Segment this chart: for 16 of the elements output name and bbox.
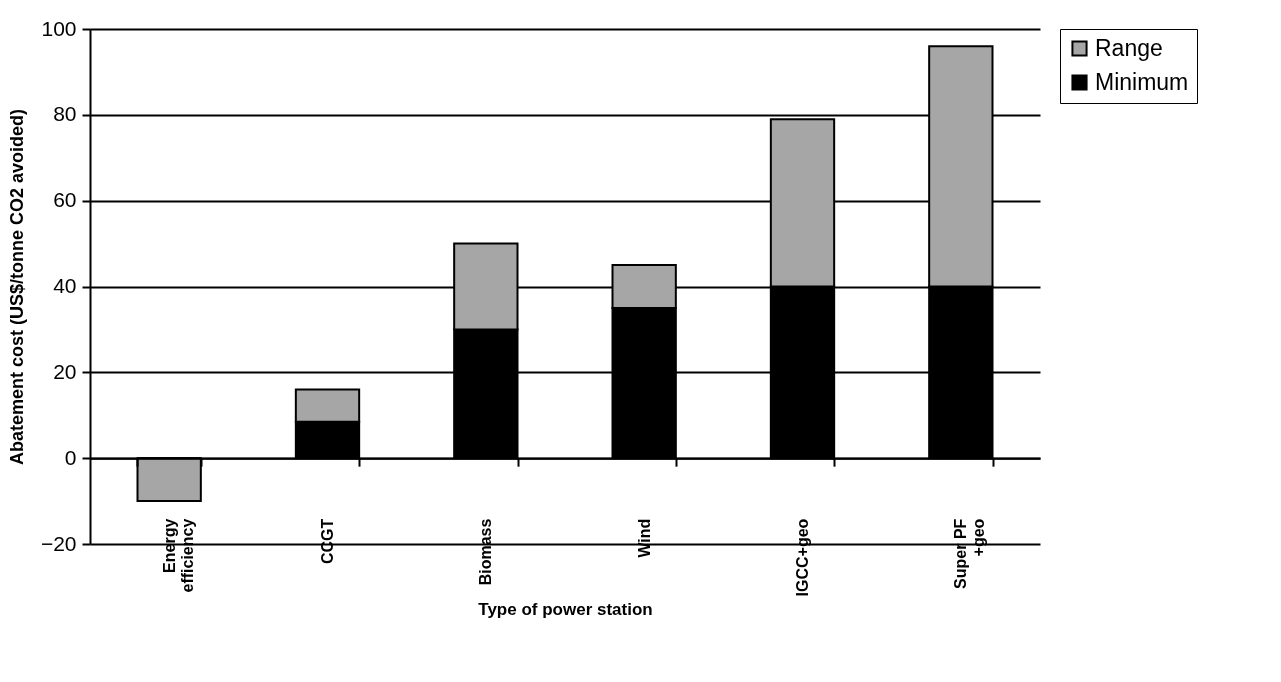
y-tick-label: 40 <box>53 274 77 297</box>
y-tick-label: 60 <box>53 188 77 212</box>
y-tick-label: 0 <box>64 445 77 469</box>
legend-label: Range <box>1095 34 1163 61</box>
x-tick-label: Wind <box>635 518 653 558</box>
y-tick-label: 100 <box>41 16 77 40</box>
y-tick-label: 20 <box>53 359 77 383</box>
y-axis-title: Abatement cost (US$/tonne CO2 avoided) <box>6 108 27 466</box>
legend-label: Minimum <box>1095 68 1189 95</box>
x-tick-label: Biomass <box>477 518 495 586</box>
x-tick-label: CCGT <box>319 518 336 564</box>
x-tick-label: IGCC+geo <box>794 518 811 597</box>
x-tick-label: Energy efficiency <box>160 518 196 593</box>
y-tick-label: 80 <box>53 102 77 126</box>
x-axis-title: Type of power station <box>478 600 653 620</box>
y-tick-label: −20 <box>40 531 77 555</box>
